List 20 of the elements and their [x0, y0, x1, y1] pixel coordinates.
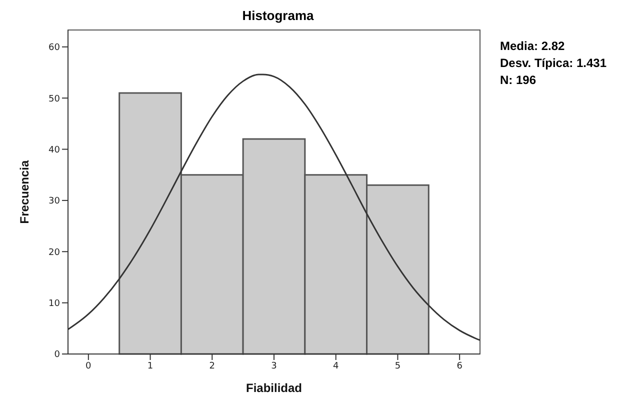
y-tick-label: 20 [48, 248, 60, 258]
x-axis-title: Fiabilidad [246, 381, 302, 395]
y-tick-label: 10 [48, 299, 60, 310]
text: Media: 2.82 [500, 38, 566, 55]
y-tick-label: 50 [48, 94, 60, 104]
y-tick-label: 60 [48, 43, 60, 54]
y-tick-label: 40 [48, 145, 60, 156]
x-tick-label: 6 [456, 361, 463, 372]
x-tick-label: 1 [147, 361, 154, 372]
x-tick-label: 2 [209, 361, 216, 372]
x-tick-label: 4 [332, 361, 339, 372]
y-axis-title: Frecuencia [17, 160, 32, 224]
x-tick-label: 3 [271, 361, 277, 372]
x-tick-label: 5 [394, 361, 401, 372]
text: Desv. Típica: 1.431 [500, 55, 606, 72]
text: N: 196 [500, 72, 538, 89]
chart-title: Histograma [241, 8, 315, 25]
y-tick-label: 0 [54, 350, 60, 360]
y-tick-label: 30 [48, 196, 60, 207]
x-tick-label: 0 [86, 361, 92, 372]
